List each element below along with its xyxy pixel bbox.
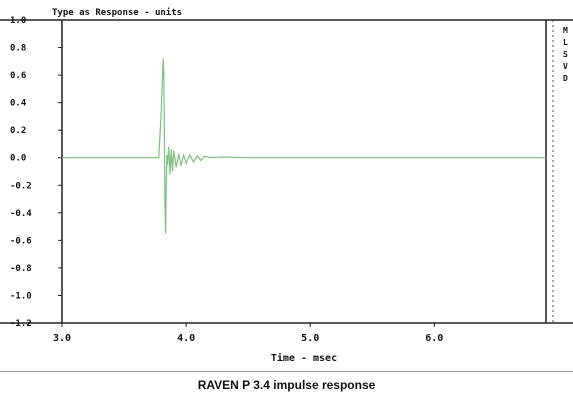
legend-letter: V xyxy=(563,62,568,71)
y-tick-label: 1.0 xyxy=(10,16,26,26)
x-tick-label: 3.0 xyxy=(53,333,71,344)
y-tick-label: -1.2 xyxy=(10,319,32,329)
y-tick-label: -0.4 xyxy=(10,209,32,219)
legend-letter: D xyxy=(563,74,568,83)
x-tick-label: 6.0 xyxy=(425,333,443,344)
y-tick-label: 0.8 xyxy=(10,44,26,54)
y-tick-label: 0.6 xyxy=(10,71,26,81)
impulse-series-line xyxy=(62,58,546,234)
y-tick-label: -0.6 xyxy=(10,236,32,246)
impulse-response-chart: Type as Response - units 1.0 0.8 0.6 0.4 0.2 0… xyxy=(0,7,573,372)
figure-caption: RAVEN P 3.4 impulse response xyxy=(197,378,376,392)
y-tick-label: 0.2 xyxy=(10,126,26,136)
x-tick-label: 4.0 xyxy=(177,333,195,344)
y-tick-label: -1.0 xyxy=(10,291,32,301)
y-tick-label: 0.4 xyxy=(10,99,27,109)
y-tick-label: -0.8 xyxy=(10,264,32,274)
legend-letter: S xyxy=(563,50,568,59)
legend-letter: L xyxy=(563,38,568,47)
x-axis-label: Time - msec xyxy=(271,352,337,364)
chart-title: Type as Response - units xyxy=(52,7,182,18)
y-tick-label: 0.0 xyxy=(10,154,26,164)
x-tick-label: 5.0 xyxy=(301,333,319,344)
y-tick-label: -0.2 xyxy=(10,181,32,191)
legend-letter: M xyxy=(563,26,568,35)
